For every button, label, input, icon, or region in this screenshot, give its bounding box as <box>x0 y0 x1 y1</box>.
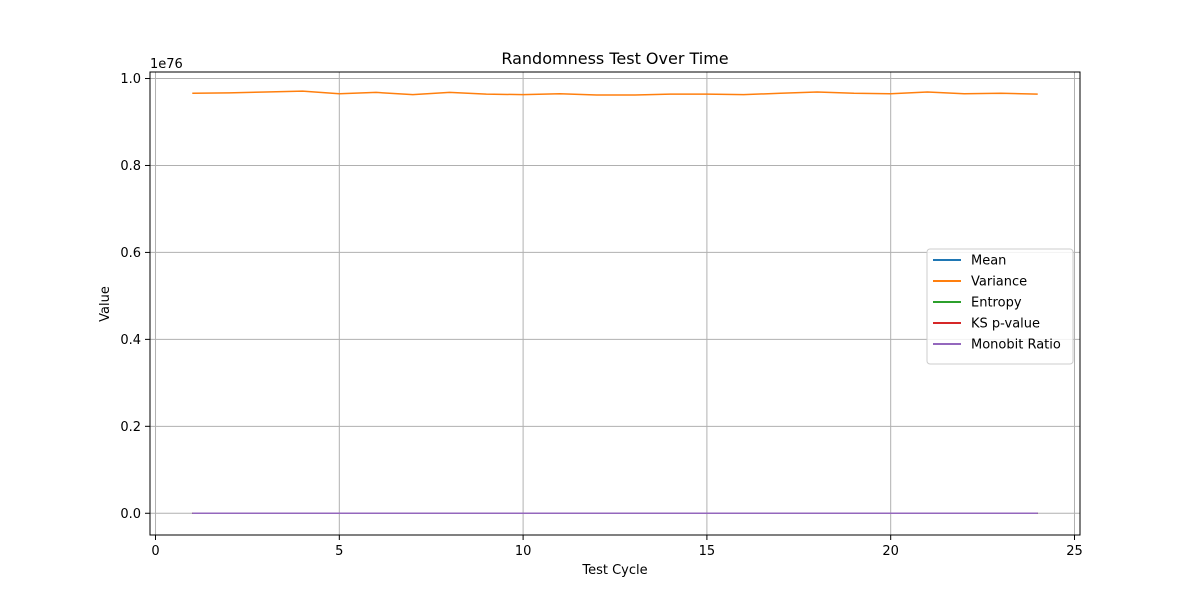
x-axis-ticks: 0 5 10 15 20 25 <box>151 535 1083 559</box>
y-tick-label: 0.0 <box>120 507 141 522</box>
y-tick-label: 0.6 <box>120 246 141 261</box>
series-line-variance <box>192 90 1038 96</box>
legend-label-variance: Variance <box>971 275 1027 290</box>
legend-label-ks-p-value: KS p-value <box>971 317 1040 332</box>
legend-box <box>926 248 1074 365</box>
x-tick-label: 0 <box>151 544 159 559</box>
y-tick-label: 1.0 <box>120 72 141 87</box>
legend-label-mean: Mean <box>971 254 1006 269</box>
x-tick-label: 10 <box>515 544 532 559</box>
x-axis-label: Test Cycle <box>581 563 647 578</box>
y-axis-offset-label: 1e76 <box>150 57 183 72</box>
y-tick-label: 0.2 <box>120 420 141 435</box>
y-axis-label: Value <box>98 286 113 322</box>
x-tick-label: 5 <box>335 544 343 559</box>
legend-label-entropy: Entropy <box>971 296 1022 311</box>
chart-title: Randomness Test Over Time <box>501 49 728 68</box>
y-tick-label: 0.8 <box>120 159 141 174</box>
y-tick-label: 0.4 <box>120 333 141 348</box>
x-tick-label: 20 <box>882 544 899 559</box>
legend: Mean Variance Entropy KS p-value Monobit Rat… <box>926 248 1074 365</box>
y-axis-ticks: 0.0 0.2 0.4 0.6 0.8 1.0 <box>120 72 150 522</box>
series-lines <box>192 90 1038 515</box>
x-tick-label: 15 <box>699 544 716 559</box>
legend-label-monobit-ratio: Monobit Ratio <box>971 338 1061 353</box>
plot-frame <box>149 71 1081 536</box>
x-tick-label: 25 <box>1066 544 1083 559</box>
